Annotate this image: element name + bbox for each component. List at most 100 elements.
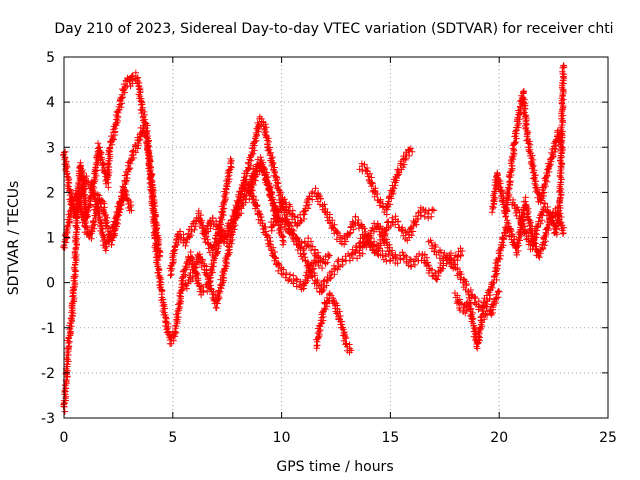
data-point [560, 224, 568, 231]
data-point [199, 288, 207, 296]
data-point [160, 299, 167, 306]
data-point [348, 347, 355, 354]
data-point [257, 213, 265, 221]
data-point [74, 226, 81, 233]
data-point [504, 189, 512, 197]
data-point [425, 269, 433, 277]
data-point [433, 276, 441, 283]
data-point [147, 158, 154, 165]
data-point [323, 303, 331, 310]
data-point [192, 223, 199, 230]
data-point [305, 234, 312, 242]
data-point [537, 250, 544, 257]
data-point [96, 214, 103, 221]
data-point [498, 187, 506, 194]
data-point [364, 238, 372, 245]
data-point [450, 257, 457, 264]
y-tick-label: 0 [46, 276, 55, 292]
data-point [560, 62, 567, 70]
data-point [74, 203, 81, 210]
data-point [105, 172, 112, 179]
data-point [199, 257, 206, 265]
data-point [516, 116, 523, 123]
data-point [399, 249, 406, 256]
data-point [300, 249, 308, 257]
data-point [423, 254, 431, 261]
data-point [558, 108, 566, 115]
data-point [497, 183, 504, 191]
data-point [541, 242, 548, 249]
data-point [531, 167, 538, 174]
data-point [62, 381, 69, 389]
data-point [424, 210, 432, 218]
data-point [324, 259, 331, 266]
data-point [504, 217, 511, 224]
data-point [94, 191, 101, 198]
data-point [339, 261, 346, 269]
data-point [157, 283, 165, 291]
x-tick-label: 5 [168, 430, 177, 446]
data-point [213, 249, 221, 256]
data-point [492, 268, 499, 275]
data-point [145, 148, 152, 156]
data-point [83, 222, 90, 230]
data-point [68, 198, 76, 205]
data-point [197, 211, 205, 219]
data-point [471, 293, 478, 301]
data-point [524, 210, 531, 217]
data-point [220, 211, 227, 219]
data-point [150, 202, 157, 210]
data-point [306, 266, 314, 274]
data-point [538, 217, 546, 224]
data-point [331, 271, 338, 278]
data-point [346, 230, 353, 237]
data-point [558, 82, 566, 89]
data-point [542, 182, 549, 190]
data-point [533, 185, 541, 193]
data-point [253, 203, 261, 210]
data-point [209, 269, 216, 276]
data-point [103, 243, 110, 250]
data-point [558, 115, 566, 122]
data-point [556, 184, 563, 192]
data-point [98, 154, 105, 161]
data-point [516, 209, 523, 216]
data-point [262, 228, 270, 235]
x-tick-label: 10 [273, 430, 291, 446]
series-13 [425, 237, 501, 315]
data-point [195, 279, 202, 287]
data-point [493, 262, 501, 270]
data-point [80, 216, 87, 223]
y-tick-label: 1 [46, 231, 55, 247]
data-point [557, 139, 565, 146]
data-point [155, 244, 162, 252]
data-point [399, 224, 406, 231]
data-point [210, 288, 217, 295]
data-point [526, 146, 534, 153]
data-point [218, 229, 226, 237]
data-point [228, 164, 235, 171]
data-point [408, 263, 415, 270]
data-point [339, 255, 346, 263]
data-point [272, 204, 279, 211]
data-point [557, 210, 564, 217]
data-point [220, 270, 227, 278]
data-point [496, 288, 503, 295]
data-point [228, 157, 235, 164]
data-point [318, 264, 326, 272]
data-point [249, 150, 257, 158]
data-point [515, 247, 522, 255]
data-point [170, 247, 178, 254]
data-point [206, 274, 213, 282]
data-point [185, 230, 192, 237]
data-point [515, 235, 522, 243]
data-point [271, 199, 278, 206]
data-point [210, 259, 218, 266]
data-point [309, 196, 316, 203]
data-point [72, 267, 80, 275]
data-point [548, 149, 555, 157]
data-point [198, 223, 206, 231]
data-point [229, 219, 236, 226]
data-point [105, 163, 113, 171]
data-point [104, 238, 112, 245]
